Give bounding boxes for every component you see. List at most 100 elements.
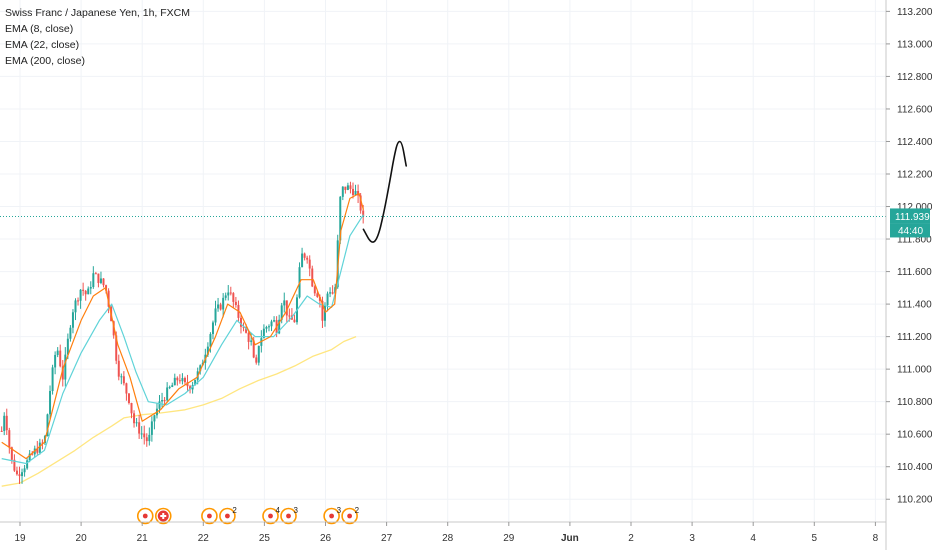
- price-tick-label: 112.000: [897, 202, 932, 213]
- candle-body: [71, 312, 74, 328]
- candle-body: [285, 300, 288, 316]
- candle-body: [115, 335, 118, 361]
- symbol-title[interactable]: Swiss Franc / Japanese Yen, 1h, FXCM: [5, 7, 191, 19]
- ema-22-line: [1, 214, 364, 465]
- candle-body: [36, 448, 39, 453]
- countdown-bg: [890, 223, 930, 238]
- candle-body: [214, 308, 217, 323]
- time-tick-label: 28: [442, 533, 454, 544]
- candle-body: [181, 378, 184, 382]
- candle-body: [354, 191, 357, 195]
- candle-body: [206, 346, 209, 355]
- candle-body: [26, 460, 29, 469]
- candle-body: [13, 459, 16, 471]
- candle-body: [130, 403, 133, 414]
- price-tick-label: 113.000: [897, 39, 932, 50]
- candle-body: [321, 300, 324, 321]
- candle-body: [66, 338, 69, 355]
- candle-body: [148, 434, 151, 442]
- price-tick-label: 111.800: [897, 235, 932, 246]
- candle-body: [194, 379, 197, 386]
- price-tag: 111.939 44:40: [890, 208, 930, 238]
- candle-body: [5, 415, 8, 431]
- price-tick-label: 111.200: [897, 332, 932, 343]
- time-tick-label: 27: [381, 533, 393, 544]
- candle-body: [273, 320, 276, 322]
- price-tick-label: 110.400: [897, 462, 932, 473]
- ema-8-label[interactable]: EMA (8, close): [5, 23, 74, 35]
- candle-body: [74, 300, 77, 313]
- candle-body: [125, 383, 128, 394]
- candle-body: [316, 293, 319, 298]
- candle-body: [138, 422, 141, 434]
- candle-body: [94, 273, 97, 275]
- candle-body: [326, 293, 329, 306]
- candle-body: [120, 376, 123, 378]
- candle-body: [247, 332, 250, 342]
- candle-body: [87, 288, 90, 295]
- candle-body: [239, 317, 242, 327]
- candle-body: [349, 185, 352, 189]
- candle-body: [89, 287, 92, 289]
- price-axis[interactable]: 110.200 110.400 110.600 110.800 111.000 111.2…: [885, 0, 932, 550]
- event-count: 3: [294, 506, 299, 515]
- ema-22-label[interactable]: EMA (22, close): [5, 39, 80, 51]
- time-tick-label: 8: [873, 533, 879, 544]
- candle-body: [3, 415, 6, 432]
- candlestick-layer: [0, 181, 365, 484]
- time-tick-label: 4: [750, 533, 756, 544]
- candle-body: [329, 292, 332, 294]
- candle-body: [176, 377, 179, 381]
- event-count: 2: [232, 506, 237, 515]
- candle-body: [255, 357, 258, 363]
- candle-body: [306, 257, 309, 260]
- candle-body: [341, 186, 344, 197]
- drawing-path[interactable]: [362, 140, 407, 243]
- candle-body: [143, 433, 146, 438]
- candle-body: [227, 292, 230, 296]
- candle-body: [41, 442, 44, 444]
- ema-200-label[interactable]: EMA (200, close): [5, 55, 85, 67]
- time-tick-label: 5: [812, 533, 818, 544]
- candle-body: [283, 300, 286, 306]
- price-tick-label: 111.400: [897, 300, 932, 311]
- candle-body: [21, 472, 24, 477]
- event-count: 2: [355, 506, 360, 515]
- candle-body: [313, 286, 316, 294]
- candle-body: [178, 380, 181, 382]
- price-tick-label: 111.600: [897, 267, 932, 278]
- candle-body: [229, 292, 232, 294]
- candle-body: [171, 385, 174, 387]
- candle-body: [102, 278, 105, 286]
- event-dot-icon: [347, 513, 353, 519]
- candle-body: [267, 326, 270, 328]
- ema-200-line: [1, 335, 357, 487]
- candle-body: [362, 210, 365, 217]
- event-dot-icon: [142, 513, 148, 519]
- candle-body: [0, 430, 3, 432]
- candle-body: [51, 367, 54, 392]
- economic-events-layer[interactable]: 2 4 3 3 2: [136, 506, 360, 525]
- time-axis[interactable]: 19 20 21 22 25 26 27 28 29 Jun 2 3 4 5 8: [0, 521, 886, 544]
- candle-body: [257, 345, 260, 363]
- time-tick-label: 2: [628, 533, 634, 544]
- candle-body: [357, 191, 360, 196]
- candle-body: [334, 287, 337, 294]
- time-tick-label: 25: [259, 533, 271, 544]
- candle-body: [153, 415, 156, 422]
- candle-body: [222, 297, 225, 310]
- candle-body: [211, 322, 214, 335]
- freehand-drawing[interactable]: [362, 140, 407, 243]
- candle-body: [31, 453, 34, 455]
- candle-body: [92, 273, 95, 288]
- price-tag-value: 111.939: [895, 212, 930, 223]
- candle-body: [303, 253, 306, 258]
- candle-body: [82, 289, 85, 291]
- candle-body: [10, 447, 13, 460]
- candle-body: [122, 376, 125, 384]
- price-tag-bg: [890, 208, 930, 224]
- candle-body: [232, 293, 235, 302]
- candle-body: [140, 433, 143, 435]
- event-count: 4: [276, 506, 281, 515]
